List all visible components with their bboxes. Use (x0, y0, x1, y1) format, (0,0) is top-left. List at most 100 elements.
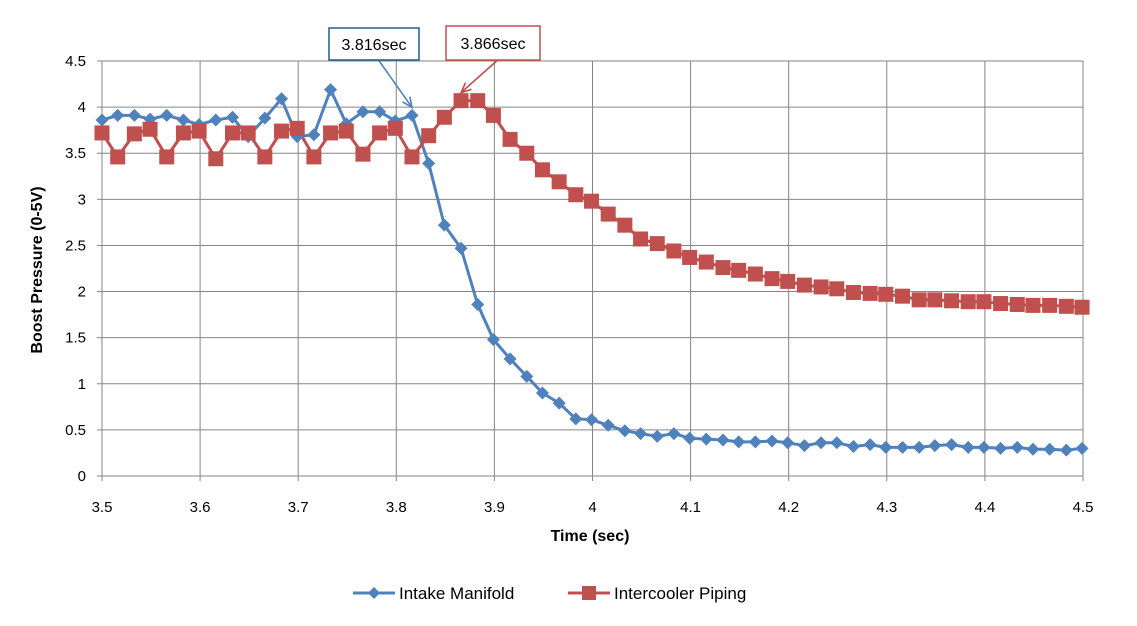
legend: Intake Manifold Intercooler Piping (353, 584, 746, 603)
x-tick-label: 3.8 (386, 499, 407, 516)
callout-arrow (460, 59, 499, 94)
x-tick-label: 3.6 (190, 499, 211, 516)
data-point-intake-manifold (127, 108, 141, 122)
data-point-intake-manifold (863, 438, 877, 452)
data-point-intake-manifold (765, 434, 779, 448)
data-point-intercooler-piping (485, 107, 501, 123)
data-point-intercooler-piping (813, 279, 829, 295)
data-point-intake-manifold (634, 427, 648, 441)
data-point-intercooler-piping (976, 294, 992, 310)
data-point-intercooler-piping (436, 109, 452, 125)
data-point-intercooler-piping (845, 284, 861, 300)
data-point-intake-manifold (225, 110, 239, 124)
data-point-intercooler-piping (289, 120, 305, 136)
data-point-intercooler-piping (715, 260, 731, 276)
y-tick-label: 4 (78, 99, 86, 116)
data-point-intercooler-piping (862, 285, 878, 301)
data-point-intercooler-piping (306, 149, 322, 165)
data-point-intercooler-piping (224, 125, 240, 141)
data-point-intake-manifold (781, 436, 795, 450)
data-point-intercooler-piping (649, 236, 665, 252)
data-point-intercooler-piping (1058, 298, 1074, 314)
data-point-intake-manifold (912, 440, 926, 454)
data-point-intake-manifold (373, 105, 387, 119)
data-point-intercooler-piping (698, 254, 714, 270)
data-point-intercooler-piping (584, 193, 600, 209)
data-point-intake-manifold (471, 297, 485, 311)
data-point-intercooler-piping (633, 231, 649, 247)
x-tick-label: 4 (588, 499, 596, 516)
x-tick-label: 3.7 (288, 499, 309, 516)
data-point-intercooler-piping (780, 273, 796, 289)
callout-arrowhead (402, 96, 414, 110)
data-point-intercooler-piping (94, 125, 110, 141)
data-point-intake-manifold (176, 113, 190, 127)
data-point-intake-manifold (618, 424, 632, 438)
x-tick-label: 3.5 (92, 499, 113, 516)
legend-marker-intake-manifold (368, 587, 380, 599)
data-point-intake-manifold (569, 412, 583, 426)
y-axis-title: Boost Pressure (0-5V) (29, 186, 46, 353)
data-point-intercooler-piping (666, 243, 682, 259)
callout-box (328, 27, 420, 61)
data-point-intake-manifold (879, 440, 893, 454)
data-point-intercooler-piping (470, 93, 486, 109)
data-point-intake-manifold (95, 113, 109, 127)
data-point-intercooler-piping (1074, 299, 1090, 315)
data-point-intake-manifold (422, 156, 436, 170)
data-point-intake-manifold (945, 438, 959, 452)
data-point-intake-manifold (601, 418, 615, 432)
x-tick-label: 4.5 (1073, 499, 1094, 516)
x-tick-label: 4.1 (680, 499, 701, 516)
data-point-intake-manifold (650, 429, 664, 443)
data-point-intake-manifold (699, 432, 713, 446)
data-point-intercooler-piping (208, 151, 224, 167)
data-point-intercooler-piping (1009, 296, 1025, 312)
data-point-intake-manifold (814, 436, 828, 450)
data-point-intercooler-piping (421, 128, 437, 144)
x-axis-ticks: 3.5 3.6 3.7 3.8 3.9 4 4.1 4.2 4.3 4.4 4.5 (92, 476, 1094, 516)
data-point-intake-manifold (977, 440, 991, 454)
data-point-intercooler-piping (453, 93, 469, 109)
data-point-intake-manifold (748, 435, 762, 449)
legend-label-intercooler-piping: Intercooler Piping (614, 584, 746, 603)
y-tick-label: 4.5 (65, 53, 86, 70)
data-point-intake-manifold (994, 441, 1008, 455)
data-point-intake-manifold (275, 92, 289, 106)
y-tick-label: 1 (78, 376, 86, 393)
x-axis-title: Time (sec) (551, 528, 630, 545)
data-point-intercooler-piping (829, 281, 845, 297)
data-point-intake-manifold (486, 333, 500, 347)
data-point-intercooler-piping (927, 292, 943, 308)
x-tick-label: 4.3 (876, 499, 897, 516)
data-point-intercooler-piping (274, 123, 290, 139)
data-point-intercooler-piping (257, 149, 273, 165)
legend-marker-intercooler-piping (582, 586, 596, 600)
data-point-intake-manifold (405, 108, 419, 122)
data-point-intake-manifold (716, 433, 730, 447)
data-point-intake-manifold (258, 111, 272, 125)
data-point-intake-manifold (520, 369, 534, 383)
data-point-intercooler-piping (993, 296, 1009, 312)
y-tick-label: 2.5 (65, 237, 86, 254)
data-point-intercooler-piping (404, 149, 420, 165)
data-point-intercooler-piping (796, 277, 812, 293)
data-point-intercooler-piping (894, 288, 910, 304)
data-point-intake-manifold (356, 105, 370, 119)
data-point-intercooler-piping (355, 146, 371, 162)
y-tick-label: 0 (78, 468, 86, 485)
data-point-intercooler-piping (142, 121, 158, 137)
data-point-intercooler-piping (911, 292, 927, 308)
data-point-intercooler-piping (159, 149, 175, 165)
data-point-intercooler-piping (387, 120, 403, 136)
y-tick-label: 1.5 (65, 330, 86, 347)
data-point-intercooler-piping (1025, 297, 1041, 313)
y-tick-label: 3 (78, 191, 86, 208)
data-point-intercooler-piping (372, 125, 388, 141)
data-point-intake-manifold (830, 436, 844, 450)
data-point-intake-manifold (961, 440, 975, 454)
data-point-intercooler-piping (175, 125, 191, 141)
data-point-intake-manifold (1075, 441, 1089, 455)
